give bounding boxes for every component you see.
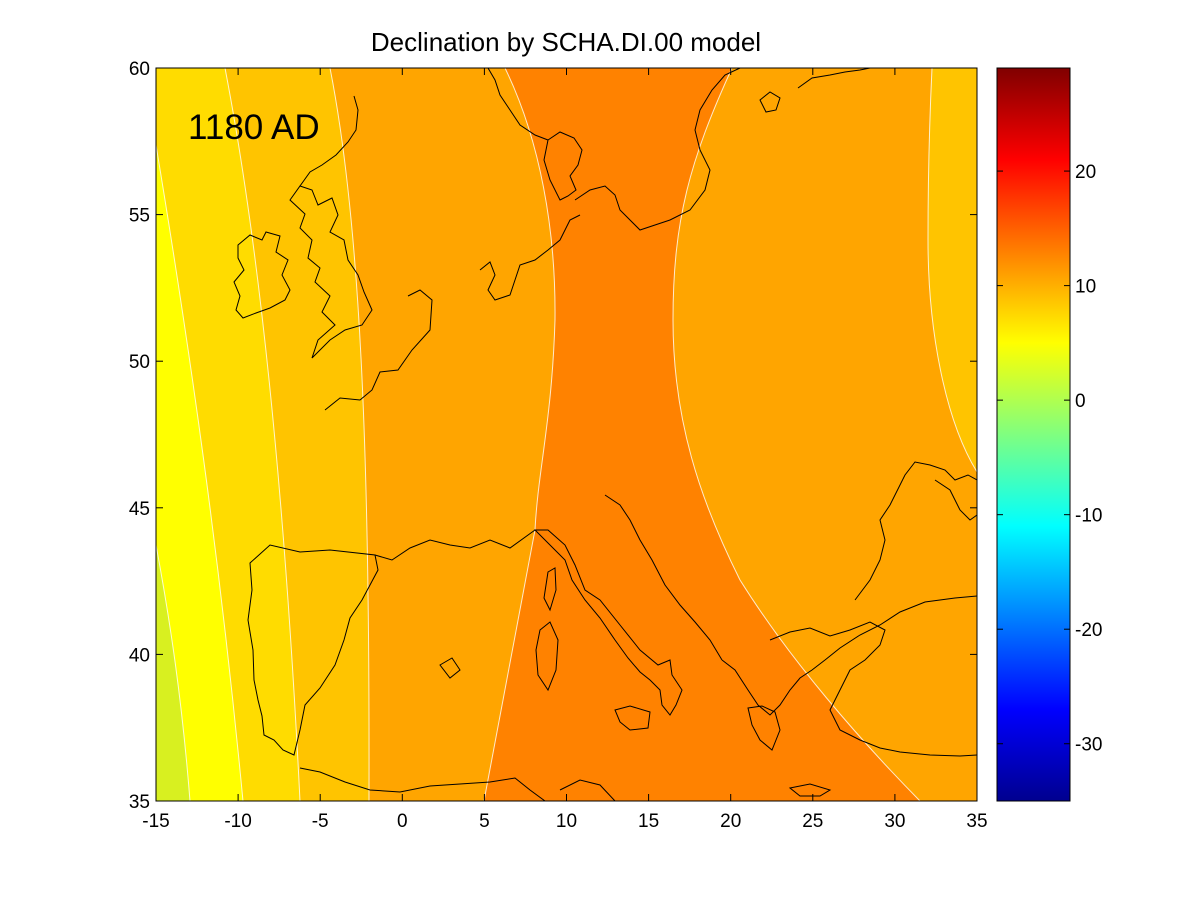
- y-tick-label: 35: [129, 792, 150, 813]
- x-tick-label: 30: [884, 811, 905, 832]
- contour-line-2: [224, 68, 301, 801]
- coastline-black-sea: [854, 461, 977, 601]
- x-tick-label: -10: [224, 811, 251, 832]
- x-tick-label: 5: [479, 811, 490, 832]
- coastline-corsica: [543, 567, 557, 612]
- coastline-italy-east: [604, 494, 723, 661]
- x-tick-label: 15: [638, 811, 659, 832]
- coastline-iberia: [247, 544, 379, 756]
- coastline-sardinia: [535, 621, 559, 692]
- coastline-scotland-north: [299, 95, 359, 187]
- x-tick-label: 25: [802, 811, 823, 832]
- level-region-4: [156, 545, 190, 801]
- colorbar-tick-label: -20: [1075, 620, 1102, 641]
- x-tick-label: -5: [312, 811, 329, 832]
- level-region-10-east: [673, 68, 977, 801]
- coastline-norway: [487, 68, 549, 141]
- contour-line-4: [483, 68, 556, 801]
- coastline-sicily: [614, 705, 651, 731]
- level-region-9-east: [928, 68, 977, 472]
- x-tick-label: -15: [142, 811, 169, 832]
- coastline-baltic-east: [759, 68, 871, 113]
- contour-lines: [156, 68, 977, 801]
- coastline-germany-north: [479, 214, 581, 301]
- y-tick-label: 40: [129, 645, 150, 666]
- coastline-ireland: [233, 231, 291, 319]
- contour-line-1: [156, 144, 244, 801]
- coastline-france-biscay: [324, 289, 433, 411]
- y-tick-label: 55: [129, 206, 150, 227]
- colorbar-tick-label: 0: [1075, 391, 1086, 412]
- coastline-balkans: [721, 595, 977, 716]
- coastline-france-med: [374, 529, 536, 561]
- colorbar-gradient: [997, 68, 1070, 801]
- coastline-turkey: [769, 621, 977, 757]
- y-tick-label: 60: [129, 59, 150, 80]
- coastline-italy: [533, 529, 683, 716]
- coastline-crete: [788, 783, 832, 797]
- year-annotation: 1180 AD: [188, 108, 320, 147]
- coastline-north-africa-east: [559, 779, 616, 801]
- x-tick-label: 35: [966, 811, 987, 832]
- coastline-denmark: [543, 131, 583, 201]
- coastline-north-africa: [299, 767, 546, 801]
- x-tick-label: 0: [397, 811, 408, 832]
- coastline-balearic: [439, 657, 461, 679]
- coastlines: [233, 68, 977, 801]
- map-plot-area: 1180 AD: [156, 68, 977, 801]
- colorbar: 20 10 0 -10 -20 -30: [996, 67, 1102, 802]
- declination-field: [156, 68, 977, 801]
- axis-ticks: [155, 67, 978, 802]
- colorbar-tick-label: 20: [1075, 162, 1096, 183]
- x-tick-label: 10: [556, 811, 577, 832]
- axis-labels: -15 -10 -5 0 5 10 15 20 25 30 35 35 40 45 50 55 60: [129, 59, 988, 832]
- contour-line-6: [927, 68, 977, 473]
- colorbar-frame: [996, 67, 1071, 802]
- coastline-great-britain: [289, 185, 373, 359]
- coastline-greece: [747, 705, 781, 751]
- colorbar-tick-label: -30: [1075, 735, 1102, 756]
- colorbar-labels: 20 10 0 -10 -20 -30: [1075, 162, 1102, 756]
- contour-line-7: [156, 544, 191, 801]
- y-tick-label: 50: [129, 352, 150, 373]
- y-tick-label: 45: [129, 499, 150, 520]
- coastline-scandinavia: [574, 68, 741, 231]
- contour-line-3: [329, 68, 370, 801]
- chart-title: Declination by SCHA.DI.00 model: [371, 27, 761, 57]
- colorbar-ticks: [997, 170, 1070, 745]
- coastline-crimea: [934, 479, 977, 521]
- colorbar-tick-label: -10: [1075, 506, 1102, 527]
- colorbar-tick-label: 10: [1075, 277, 1096, 298]
- contour-line-5: [672, 68, 921, 801]
- level-region-6: [156, 145, 243, 801]
- x-tick-label: 20: [720, 811, 741, 832]
